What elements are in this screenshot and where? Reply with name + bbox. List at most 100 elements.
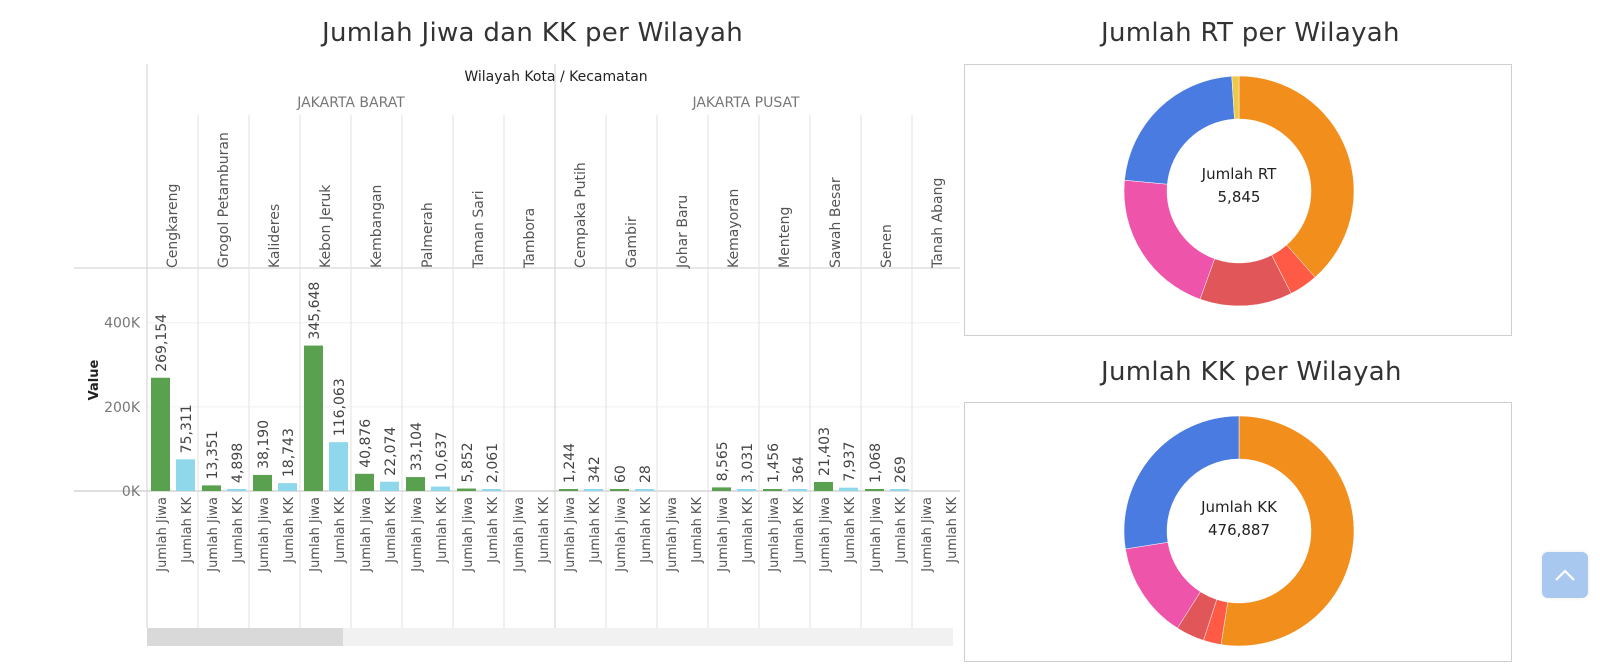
- bar-value-label: 75,311: [179, 404, 195, 453]
- bar: [380, 481, 399, 491]
- category-label: Kemayoran: [726, 189, 742, 268]
- bar-value-label: 10,637: [434, 432, 450, 481]
- bar-value-label: 1,244: [562, 443, 578, 483]
- series-label: Jumlah KK: [741, 497, 756, 564]
- bar: [202, 485, 221, 491]
- series-label: Jumlah Jiwa: [359, 497, 374, 573]
- series-label: Jumlah Jiwa: [155, 497, 170, 573]
- bar: [890, 489, 909, 491]
- bar: [559, 489, 578, 491]
- bar: [278, 483, 297, 491]
- bar: [584, 489, 603, 491]
- column-header: Wilayah Kota / Kecamatan: [464, 69, 647, 85]
- bar-value-label: 2,061: [485, 443, 501, 483]
- bar-chart-title: Jumlah Jiwa dan KK per Wilayah: [322, 18, 744, 48]
- series-label: Jumlah KK: [231, 497, 246, 564]
- category-label: Cempaka Putih: [573, 162, 589, 268]
- series-label: Jumlah KK: [588, 497, 603, 564]
- bar: [763, 489, 782, 491]
- series-label: Jumlah KK: [486, 497, 501, 564]
- series-label: Jumlah KK: [282, 497, 297, 564]
- series-label: Jumlah Jiwa: [869, 497, 884, 573]
- rt-center-label: Jumlah RT: [1201, 165, 1278, 183]
- series-label: Jumlah Jiwa: [614, 497, 629, 573]
- bar: [406, 477, 425, 491]
- series-label: Jumlah KK: [690, 497, 705, 564]
- category-labels: Cengkareng Grogol Petamburan Kalideres Kebo…: [165, 132, 946, 269]
- horizontal-scrollbar[interactable]: [147, 628, 953, 646]
- y-tick-label: 0K: [122, 484, 141, 500]
- category-label: Cengkareng: [165, 184, 181, 268]
- bar: [737, 489, 756, 491]
- donut-slice: [1123, 179, 1215, 300]
- bar-value-label: 21,403: [817, 427, 833, 476]
- series-label: Jumlah Jiwa: [206, 497, 221, 573]
- bar: [176, 459, 195, 491]
- series-label: Jumlah Jiwa: [512, 497, 527, 573]
- donut-slice: [1231, 75, 1240, 120]
- series-label: Jumlah Jiwa: [767, 497, 782, 573]
- bar: [610, 489, 629, 491]
- series-label: Jumlah KK: [792, 497, 807, 564]
- rt-donut-panel: Jumlah RT 5,845: [964, 64, 1512, 336]
- series-label: Jumlah KK: [843, 497, 858, 564]
- rt-donut-chart: Jumlah RT 5,845: [1123, 75, 1355, 307]
- series-label: Jumlah Jiwa: [410, 497, 425, 573]
- kk-center-value: 476,887: [1208, 521, 1270, 539]
- bar: [712, 487, 731, 491]
- category-label: Menteng: [777, 207, 793, 268]
- y-tick-label: 200K: [104, 400, 141, 416]
- scroll-to-top-button[interactable]: [1542, 552, 1588, 598]
- rt-center-value: 5,845: [1218, 188, 1261, 206]
- category-label: Kebon Jeruk: [318, 184, 334, 268]
- category-label: Kalideres: [267, 204, 283, 268]
- bar-value-label: 60: [613, 465, 629, 483]
- bar: [457, 488, 476, 491]
- bar: [304, 345, 323, 491]
- region-label-barat: JAKARTA BARAT: [296, 95, 405, 111]
- bar-value-label: 1,068: [868, 443, 884, 483]
- bar-value-label: 40,876: [358, 419, 374, 468]
- bar-value-label: 7,937: [842, 442, 858, 482]
- bar-value-label: 3,031: [740, 443, 756, 483]
- bar-value-label: 28: [638, 465, 654, 483]
- category-label: Taman Sari: [471, 191, 487, 269]
- bar-value-label: 269,154: [154, 314, 170, 372]
- bar-value-label: 269: [893, 456, 909, 483]
- scrollbar-thumb[interactable]: [147, 628, 343, 646]
- bar: [253, 474, 272, 491]
- chevron-up-icon: [1555, 569, 1575, 581]
- bar-value-labels: 269,154 75,311 13,351 4,898 38,190 18,743 345,…: [154, 282, 909, 483]
- donut-slice: [1123, 415, 1240, 550]
- y-axis-label: Value: [87, 359, 102, 400]
- bar: [355, 473, 374, 491]
- category-label: Kembangan: [369, 185, 385, 268]
- series-label: Jumlah Jiwa: [563, 497, 578, 573]
- kk-donut-panel: Jumlah KK 476,887: [964, 402, 1512, 662]
- category-label: Senen: [879, 224, 895, 268]
- bar: [839, 487, 858, 491]
- series-label: Jumlah Jiwa: [716, 497, 731, 573]
- bar: [329, 442, 348, 491]
- category-label: Palmerah: [420, 202, 436, 268]
- category-label: Johar Baru: [675, 195, 691, 269]
- bar-value-label: 342: [587, 456, 603, 483]
- bar: [788, 489, 807, 491]
- bar-value-label: 22,074: [383, 427, 399, 476]
- bar-chart: Wilayah Kota / Kecamatan JAKARTA BARAT J…: [74, 64, 960, 628]
- bar: [151, 377, 170, 491]
- series-label: Jumlah KK: [945, 497, 960, 564]
- bar: [865, 489, 884, 491]
- series-label: Jumlah KK: [333, 497, 348, 564]
- bar: [482, 489, 501, 491]
- series-label: Jumlah KK: [384, 497, 399, 564]
- bar-value-label: 5,852: [460, 442, 476, 482]
- kk-donut-chart: Jumlah KK 476,887: [1123, 415, 1355, 647]
- kk-center-label: Jumlah KK: [1200, 498, 1278, 516]
- series-label: Jumlah Jiwa: [257, 497, 272, 573]
- series-labels: Jumlah Jiwa Jumlah KK Jumlah Jiwa Jumlah KK…: [155, 497, 960, 573]
- category-label: Tanah Abang: [930, 178, 946, 269]
- category-label: Tambora: [522, 208, 538, 269]
- y-tick-label: 400K: [104, 316, 141, 332]
- bar-value-label: 33,104: [409, 422, 425, 471]
